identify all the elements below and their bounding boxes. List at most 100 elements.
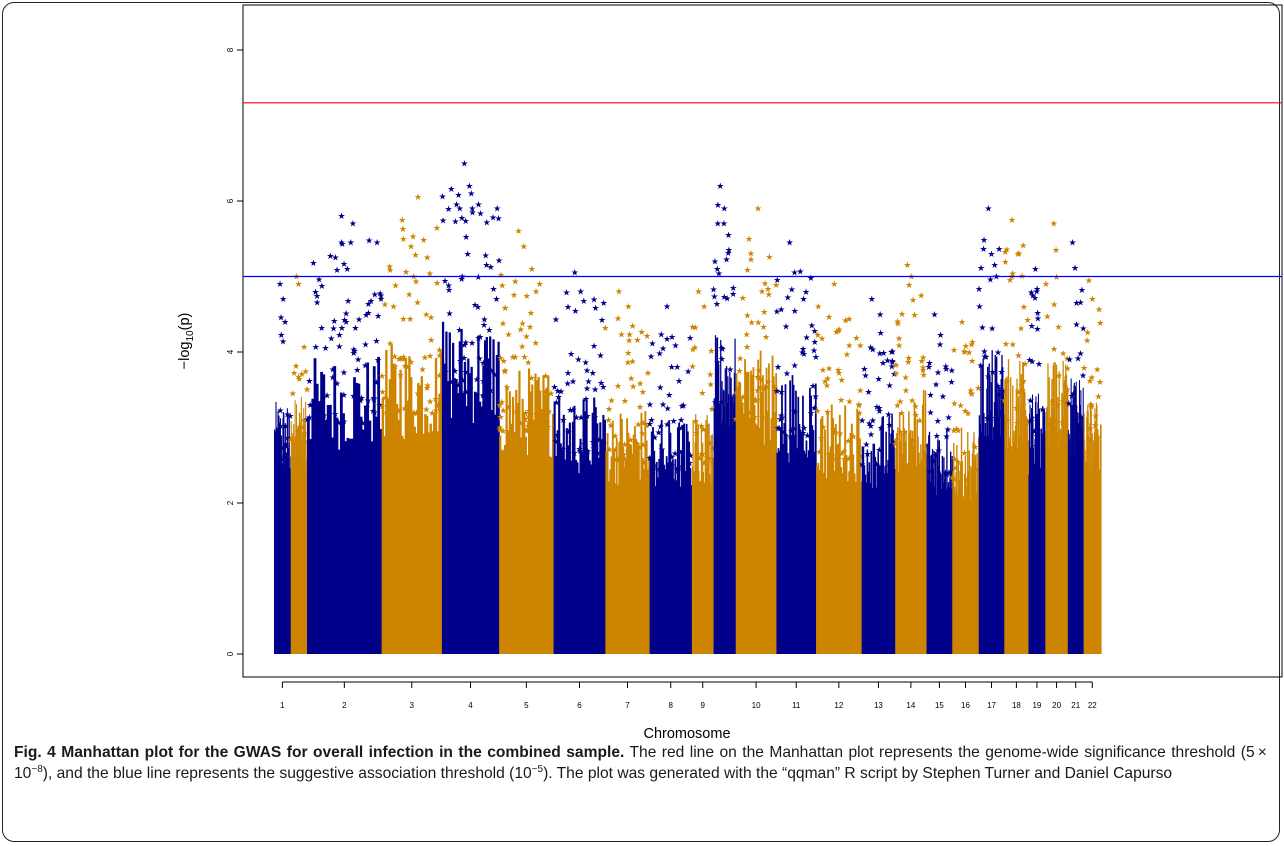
- chromosome-13-points: ★ ★★★★★★★★★★★★★★★★★★★★★★★★★★★★★★★★★★★★★★★…: [773, 238, 820, 654]
- point-band: [746, 372, 749, 654]
- point: ★: [475, 354, 483, 364]
- point: ★: [995, 390, 1003, 400]
- point-band: [540, 408, 543, 654]
- point: ★: [1033, 324, 1041, 334]
- point-band: [623, 466, 626, 654]
- point-band: [875, 487, 878, 654]
- point: ★: [1078, 413, 1086, 423]
- point: ★: [605, 404, 613, 414]
- point: ★: [552, 315, 560, 325]
- point: ★: [525, 417, 533, 427]
- x-tick-label: 7: [625, 701, 630, 710]
- point-band: [892, 429, 894, 654]
- point: ★: [675, 376, 683, 386]
- point-band: [700, 423, 703, 654]
- point: ★: [880, 348, 888, 358]
- point: ★: [643, 331, 651, 341]
- point-band: [768, 363, 770, 654]
- point: ★: [277, 313, 285, 323]
- point-band: [582, 399, 585, 654]
- x-tick-label: 1: [280, 701, 285, 710]
- peak-point: ★: [399, 234, 407, 244]
- point: ★: [836, 429, 844, 439]
- point: ★: [867, 430, 875, 440]
- point-band: [782, 444, 785, 654]
- point: ★: [1074, 354, 1082, 364]
- point-band: [465, 406, 468, 654]
- point: ★: [301, 437, 309, 447]
- point: ★: [825, 312, 833, 322]
- point: ★: [577, 412, 585, 422]
- point-band: [940, 473, 942, 654]
- point-band: [710, 435, 712, 654]
- chromosome-11-points: ★★★ ★★★★★★★★★★★★★★★★★★★★★★★★: [710, 181, 737, 654]
- point-band: [1004, 379, 1006, 654]
- point-band: [980, 366, 982, 654]
- point-band: [919, 464, 921, 654]
- point-band: [822, 472, 825, 654]
- point-band: [996, 356, 998, 654]
- peak-point: ★: [1031, 264, 1039, 274]
- point: ★: [774, 423, 782, 433]
- point: ★: [772, 280, 780, 290]
- point: ★: [572, 413, 580, 423]
- point: ★: [638, 327, 646, 337]
- point-band: [438, 393, 441, 654]
- point-band: [711, 484, 713, 654]
- point-band: [812, 429, 815, 654]
- point-band: [853, 473, 856, 654]
- point-band: [860, 481, 863, 654]
- point-band: [662, 448, 664, 654]
- point-band: [346, 437, 350, 654]
- point: ★: [525, 406, 533, 416]
- point-band: [307, 418, 310, 654]
- point: ★: [458, 213, 466, 223]
- point: ★: [1003, 245, 1011, 255]
- point-band: [1002, 393, 1005, 654]
- point-band: [717, 360, 719, 654]
- point: ★: [493, 294, 501, 304]
- point-band: [709, 484, 711, 654]
- point: ★: [1062, 413, 1070, 423]
- point-band: [1048, 377, 1050, 654]
- point-band: [537, 376, 540, 654]
- point: ★: [867, 421, 875, 431]
- point-band: [311, 398, 315, 654]
- point: ★: [1087, 399, 1095, 409]
- point: ★: [445, 309, 453, 319]
- point-band: [436, 431, 439, 654]
- point: ★: [451, 366, 459, 376]
- x-tick-label: 21: [1071, 701, 1080, 710]
- chromosome-12-points: ★★★★★★★★★★★★★★★★★★★★★★★★★★★★★★★★★★★★★★★★…: [732, 204, 780, 654]
- point-band: [788, 462, 790, 654]
- point: ★: [751, 396, 759, 406]
- point: ★: [338, 239, 346, 249]
- point: ★: [489, 213, 497, 223]
- point-band: [826, 412, 829, 654]
- point-band: [719, 405, 721, 654]
- point-band: [500, 449, 503, 654]
- x-tick-label: 18: [1012, 701, 1021, 710]
- point: ★: [709, 444, 717, 454]
- point: ★: [521, 415, 529, 425]
- point-band: [947, 482, 950, 654]
- point: ★: [496, 422, 504, 432]
- point: ★: [838, 448, 846, 458]
- point: ★: [426, 351, 434, 361]
- point: ★: [854, 435, 862, 445]
- point: ★: [499, 426, 507, 436]
- point: ★: [807, 273, 815, 283]
- point-band: [663, 464, 666, 654]
- point-band: [970, 466, 972, 654]
- point: ★: [858, 416, 866, 426]
- point-band: [937, 466, 940, 654]
- point-band: [591, 412, 594, 654]
- point: ★: [912, 401, 920, 411]
- point-band: [816, 466, 818, 654]
- point-band: [969, 499, 971, 654]
- point: ★: [302, 367, 310, 377]
- point-band: [889, 443, 891, 654]
- point-band: [1022, 362, 1025, 654]
- point: ★: [713, 357, 721, 367]
- point: ★: [351, 323, 359, 333]
